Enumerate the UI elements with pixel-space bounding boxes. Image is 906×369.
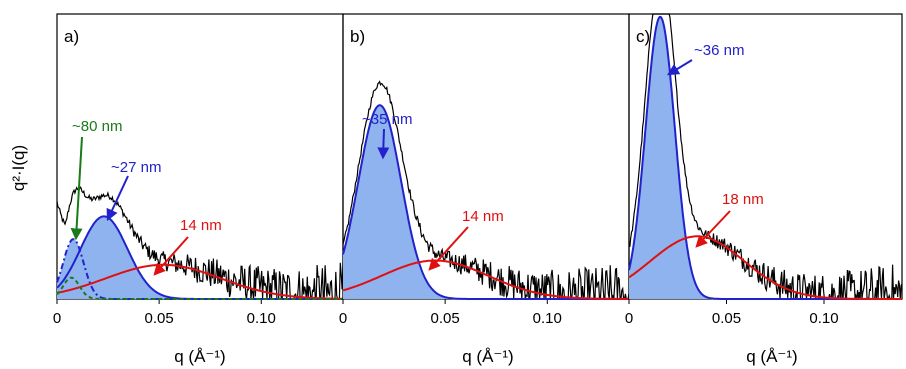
component-curve — [56, 263, 344, 300]
anno-27nm: ~27 nm — [111, 159, 161, 176]
panel-label-c: c) — [636, 27, 650, 46]
panel-c: 0 0.05 0.10 — [625, 13, 903, 327]
x-axis-label-c: q (Å⁻¹) — [746, 347, 797, 366]
component-curve — [342, 259, 630, 300]
annotations-c: ~36 nm 18 nm — [666, 42, 764, 248]
x-axis-label-a: q (Å⁻¹) — [174, 347, 225, 366]
x-tick-label: 0 — [339, 310, 347, 327]
x-tick-label: 0.10 — [533, 310, 562, 327]
y-axis-label: q²·I(q) — [9, 145, 28, 191]
anno-35nm: ~35 nm — [362, 111, 412, 128]
anno-14nm-a: 14 nm — [180, 217, 222, 234]
x-tick-label: 0.10 — [247, 310, 276, 327]
anno-18nm: 18 nm — [722, 191, 764, 208]
anno-36nm: ~36 nm — [694, 42, 744, 59]
panel-label-b: b) — [350, 27, 365, 46]
x-tick-label: 0.05 — [145, 310, 174, 327]
data-trace — [342, 80, 630, 301]
data-trace — [56, 185, 344, 300]
component-fill — [629, 16, 902, 300]
arrow-18nm — [695, 210, 731, 248]
arrow-80nm — [70, 136, 83, 241]
arrow-36nm — [666, 59, 693, 76]
anno-80nm: ~80 nm — [72, 118, 122, 135]
arrow-27nm — [106, 175, 129, 222]
panel-label-a: a) — [64, 27, 79, 46]
x-tick-label: 0.05 — [431, 310, 460, 327]
component-curve-green — [56, 276, 343, 300]
x-tick-label: 0 — [625, 310, 633, 327]
x-axis-label-b: q (Å⁻¹) — [462, 347, 513, 366]
annotations-b: ~35 nm 14 nm — [362, 111, 504, 271]
component-curve — [628, 235, 902, 300]
arrow-14nm-b — [428, 226, 469, 271]
panel-b: 0 0.05 0.10 — [339, 13, 630, 327]
x-tick-label: 0 — [53, 310, 61, 327]
arrow-14nm-a — [153, 236, 189, 276]
component-fill — [57, 216, 343, 299]
arrow-35nm — [377, 128, 390, 160]
anno-14nm-b: 14 nm — [462, 208, 504, 225]
x-tick-label: 0.10 — [809, 310, 838, 327]
x-tick-label: 0.05 — [712, 310, 741, 327]
panel-a: 0 0.05 0.10 — [53, 13, 344, 327]
annotations-a: ~80 nm ~27 nm 14 nm — [70, 118, 222, 276]
